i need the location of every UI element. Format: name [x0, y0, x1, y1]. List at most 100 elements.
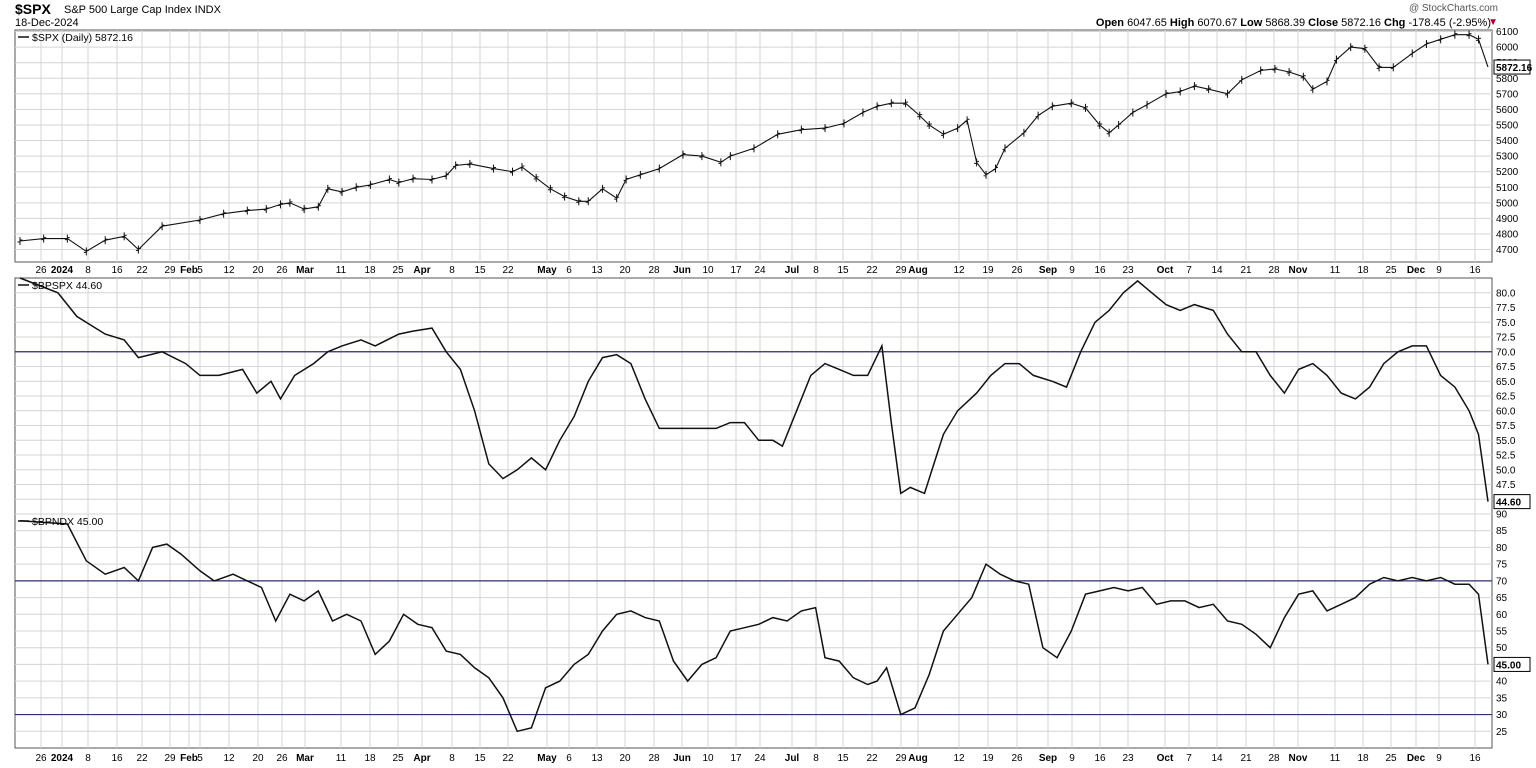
- y-tick-label: 6000: [1496, 43, 1519, 54]
- x-tick-label: 23: [1122, 753, 1134, 764]
- x-tick-label: 16: [1469, 753, 1481, 764]
- y-tick-label: 60.0: [1496, 406, 1516, 417]
- y-tick-label: 80: [1496, 543, 1508, 554]
- x-tick-label: Nov: [1289, 753, 1308, 764]
- x-tick-label: 18: [1357, 265, 1369, 276]
- y-tick-label: 50.0: [1496, 465, 1516, 476]
- x-tick-label: 15: [474, 265, 486, 276]
- x-tick-label: 11: [336, 265, 347, 276]
- chg-value: -178.45 (-2.95%): [1408, 17, 1491, 29]
- y-tick-label: 4800: [1496, 229, 1519, 240]
- open-label: Open: [1095, 17, 1125, 29]
- x-tick-label: Jun: [673, 753, 691, 764]
- x-tick-label: 8: [449, 265, 455, 276]
- x-tick-label: 13: [591, 265, 603, 276]
- x-tick-label: 16: [1469, 265, 1481, 276]
- y-tick-label: 52.5: [1496, 451, 1516, 462]
- x-tick-label: 16: [1094, 265, 1106, 276]
- ticker-symbol: $SPX: [15, 1, 51, 17]
- last-value-box: [1493, 494, 1531, 510]
- x-tick-label: 9: [1069, 753, 1075, 764]
- y-tick-label: 5500: [1496, 120, 1519, 131]
- x-tick-label: 20: [252, 265, 264, 276]
- x-tick-label: 12: [223, 265, 235, 276]
- x-tick-label: Aug: [908, 265, 927, 276]
- x-tick-label: 10: [702, 265, 714, 276]
- x-tick-label: 29: [895, 265, 907, 276]
- y-tick-label: 60: [1496, 610, 1508, 621]
- x-tick-label: 9: [1436, 265, 1442, 276]
- high-label: High: [1169, 17, 1195, 29]
- x-tick-label: 13: [591, 753, 603, 764]
- brand-label[interactable]: @ StockCharts.com: [1408, 3, 1498, 14]
- x-tick-label: 18: [364, 753, 376, 764]
- y-tick-label: 4700: [1496, 245, 1519, 256]
- y-tick-label: 62.5: [1496, 392, 1516, 403]
- x-tick-label: Apr: [413, 753, 430, 764]
- x-tick-label: 11: [1330, 753, 1341, 764]
- close-label: Close: [1308, 17, 1339, 29]
- x-tick-label: 16: [111, 265, 123, 276]
- x-tick-label: 24: [754, 753, 766, 764]
- x-tick-label: 26: [35, 265, 47, 276]
- x-tick-label: 2024: [51, 265, 74, 276]
- x-tick-label: 25: [1385, 265, 1397, 276]
- x-tick-label: 26: [276, 265, 288, 276]
- x-tick-label: 7: [1186, 753, 1192, 764]
- last-value-label: 45.00: [1496, 660, 1521, 671]
- x-tick-label: 26: [35, 753, 47, 764]
- x-tick-label: 17: [730, 265, 742, 276]
- indicator-line: [19, 519, 1489, 733]
- x-tick-label: Sep: [1039, 753, 1057, 764]
- y-tick-label: 5400: [1496, 136, 1519, 147]
- y-tick-label: 77.5: [1496, 303, 1516, 314]
- legend-label: $SPX (Daily) 5872.16: [32, 32, 133, 44]
- y-tick-label: 72.5: [1496, 333, 1516, 344]
- y-tick-label: 85: [1496, 526, 1508, 537]
- x-tick-label: 21: [1240, 265, 1252, 276]
- x-tick-label: 6: [566, 753, 572, 764]
- x-tick-label: 15: [837, 265, 849, 276]
- last-value-box: [1493, 656, 1531, 672]
- x-tick-label: 8: [813, 753, 819, 764]
- x-tick-label: Dec: [1407, 753, 1426, 764]
- y-tick-label: 40: [1496, 677, 1508, 688]
- y-tick-label: 55.0: [1496, 436, 1516, 447]
- y-tick-label: 35: [1496, 693, 1508, 704]
- low-label: Low: [1240, 17, 1263, 29]
- x-tick-label: 18: [1357, 753, 1369, 764]
- x-tick-label: 2024: [51, 753, 74, 764]
- x-tick-label: 11: [336, 753, 347, 764]
- x-tick-label: 22: [866, 753, 878, 764]
- x-tick-label: 17: [730, 753, 742, 764]
- x-tick-label: 18: [364, 265, 376, 276]
- x-tick-label: Jul: [785, 265, 800, 276]
- x-tick-label: 24: [754, 265, 766, 276]
- legend-label: $BPSPX 44.60: [32, 280, 102, 292]
- y-tick-label: 4900: [1496, 214, 1519, 225]
- down-arrow-icon: ▼: [1488, 17, 1498, 28]
- x-tick-label: 5: [197, 753, 203, 764]
- x-tick-label: 8: [85, 753, 91, 764]
- x-tick-label: 22: [866, 265, 878, 276]
- y-tick-label: 50: [1496, 643, 1508, 654]
- x-tick-label: 25: [1385, 753, 1397, 764]
- chart-date: 18-Dec-2024: [15, 17, 79, 29]
- x-tick-label: 7: [1186, 265, 1192, 276]
- x-tick-label: Oct: [1157, 265, 1174, 276]
- x-tick-label: 6: [566, 265, 572, 276]
- x-tick-label: 15: [474, 753, 486, 764]
- x-tick-label: 9: [1069, 265, 1075, 276]
- x-tick-label: 8: [813, 265, 819, 276]
- open-value: 6047.65: [1127, 17, 1167, 29]
- y-tick-label: 90: [1496, 510, 1508, 521]
- x-tick-label: 8: [85, 265, 91, 276]
- x-tick-label: 5: [197, 265, 203, 276]
- x-tick-label: Mar: [296, 265, 314, 276]
- last-value-box: [1493, 59, 1531, 75]
- x-tick-label: 10: [702, 753, 714, 764]
- y-tick-label: 47.5: [1496, 480, 1516, 491]
- y-tick-label: 5000: [1496, 198, 1519, 209]
- x-tick-label: 20: [619, 265, 631, 276]
